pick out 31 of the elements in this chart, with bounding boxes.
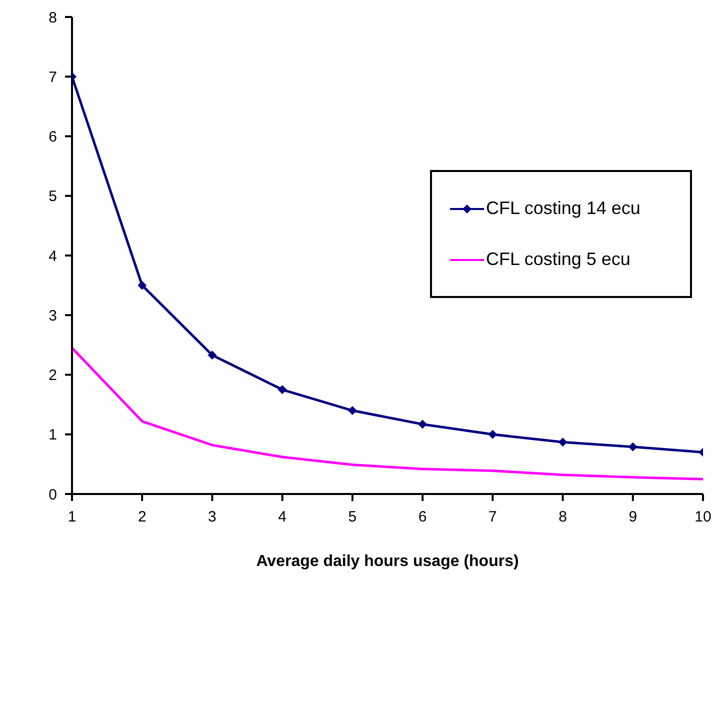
x-tick-label: 6 (418, 508, 427, 526)
legend-label: CFL costing 5 ecu (486, 249, 630, 270)
point (348, 406, 357, 416)
y-tick-label: 7 (48, 68, 57, 86)
legend-label: CFL costing 14 ecu (486, 198, 640, 219)
x-tick-label: 10 (694, 508, 712, 526)
y-tick-label: 2 (48, 367, 57, 384)
y-tick-label: 4 (48, 248, 57, 265)
x-tick-label: 9 (628, 508, 638, 526)
y-tick-label: 0 (48, 486, 57, 504)
point (278, 385, 287, 394)
point (628, 442, 638, 452)
x-tick-label: 8 (558, 508, 567, 526)
line-series (72, 346, 703, 480)
x-tick-label: 7 (488, 508, 497, 526)
x-axis-title: Average daily hours usage (hours) (256, 553, 519, 570)
x-tick-label: 5 (348, 508, 357, 526)
point (418, 420, 428, 429)
y-tick-label: 3 (48, 307, 57, 324)
y-tick-label: 1 (48, 426, 57, 444)
point (488, 430, 498, 439)
x-tick-label: 2 (138, 508, 146, 526)
point (138, 280, 147, 290)
y-tick-label: 5 (48, 188, 57, 206)
point (208, 350, 217, 360)
x-tick-label: 4 (278, 508, 287, 526)
point (558, 438, 568, 447)
y-tick-label: 8 (48, 9, 57, 26)
x-tick-label: 1 (68, 508, 76, 526)
x-tick-label: 3 (208, 508, 216, 526)
y-tick-label: 6 (48, 128, 57, 146)
